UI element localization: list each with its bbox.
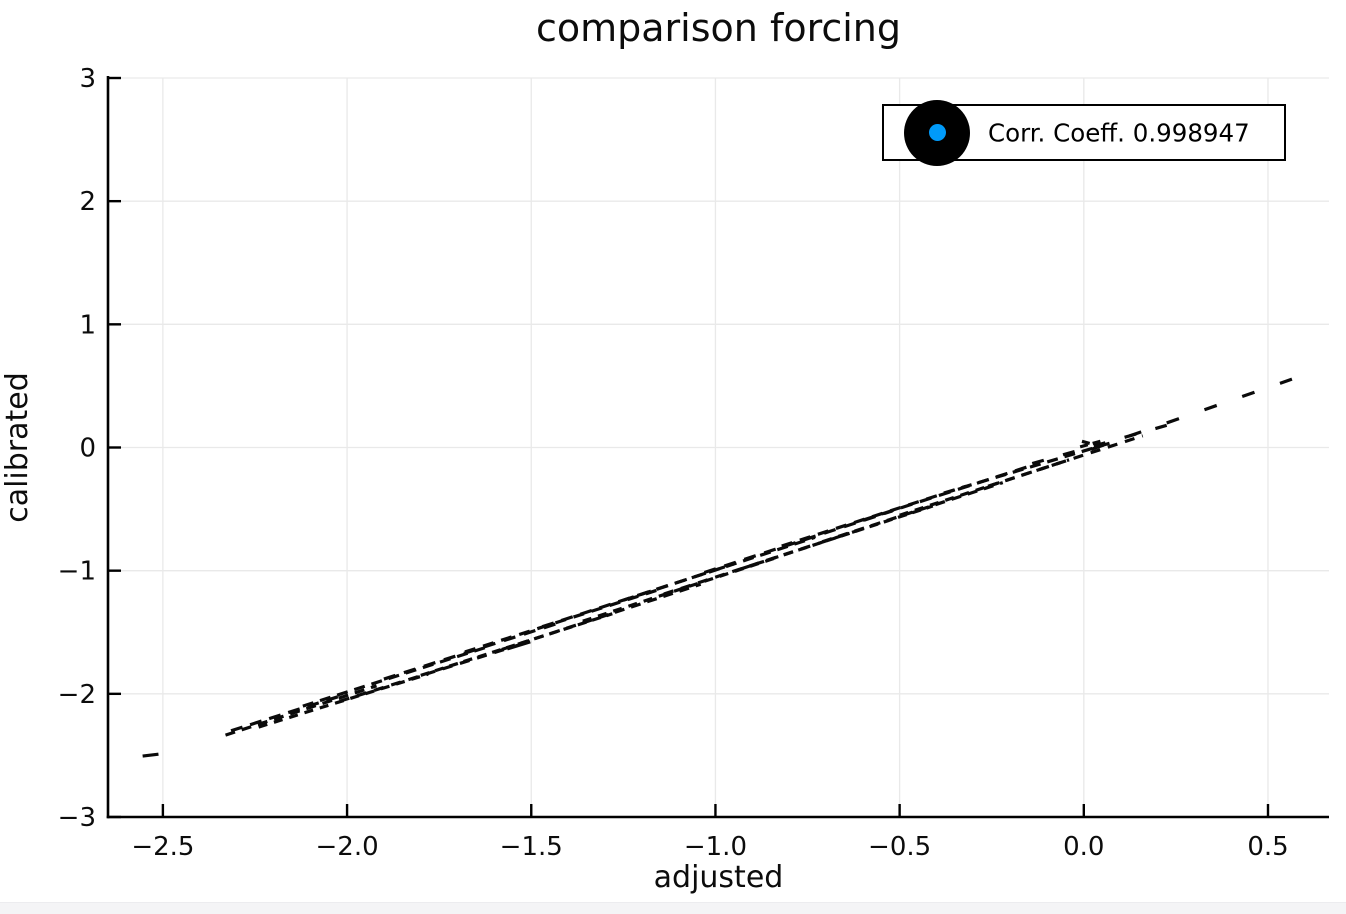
y-tick-label: 1 [79, 310, 96, 340]
axes [106, 76, 1329, 819]
x-tick-label: 0.5 [1247, 832, 1288, 862]
legend-label: Corr. Coeff. 0.998947 [988, 118, 1250, 147]
x-tick-label: −2.5 [131, 832, 194, 862]
data-segment [1079, 439, 1103, 449]
data-segment [464, 588, 657, 654]
data-segment [703, 509, 893, 575]
y-tick-label: −1 [58, 557, 96, 587]
y-tick-label: 0 [79, 434, 96, 464]
x-tick-label: −1.5 [500, 832, 563, 862]
data-segment [230, 692, 348, 733]
x-tick-label: 0.0 [1063, 832, 1104, 862]
data-segment [225, 684, 378, 737]
legend-marker-dot-icon [928, 124, 946, 141]
data-segment [622, 535, 816, 602]
data-segment [1090, 377, 1293, 451]
legend-marker-icon [904, 99, 970, 166]
x-tick-label: −1.0 [684, 832, 747, 862]
data-segment [943, 441, 1111, 495]
data-segment [501, 582, 702, 652]
y-tick-label: 2 [79, 187, 96, 217]
y-tick-label: 3 [79, 64, 96, 94]
x-axis-label: adjusted [653, 860, 784, 895]
chart-title: comparison forcing [535, 6, 902, 50]
y-tick-label: −3 [58, 803, 96, 833]
data-series [142, 377, 1293, 758]
data-segment [420, 612, 613, 677]
y-tick-label: −2 [58, 680, 96, 710]
gridlines [108, 77, 1329, 818]
x-tick-label: −2.0 [316, 832, 379, 862]
data-segment [142, 752, 159, 758]
legend: Corr. Coeff. 0.998947 [882, 99, 1286, 166]
data-segment [821, 481, 1004, 544]
data-segment [506, 639, 532, 651]
x-tick-label: −0.5 [868, 832, 931, 862]
window-bottom-strip [0, 902, 1346, 914]
tick-labels: −2.5 −2.0 −1.5 −1.0 −0.5 0.0 0.5 −3 −2 −1 0 1 2 3 [58, 64, 1289, 862]
data-segment [339, 641, 525, 703]
data-segment [1081, 439, 1101, 448]
data-segment [987, 434, 1144, 488]
